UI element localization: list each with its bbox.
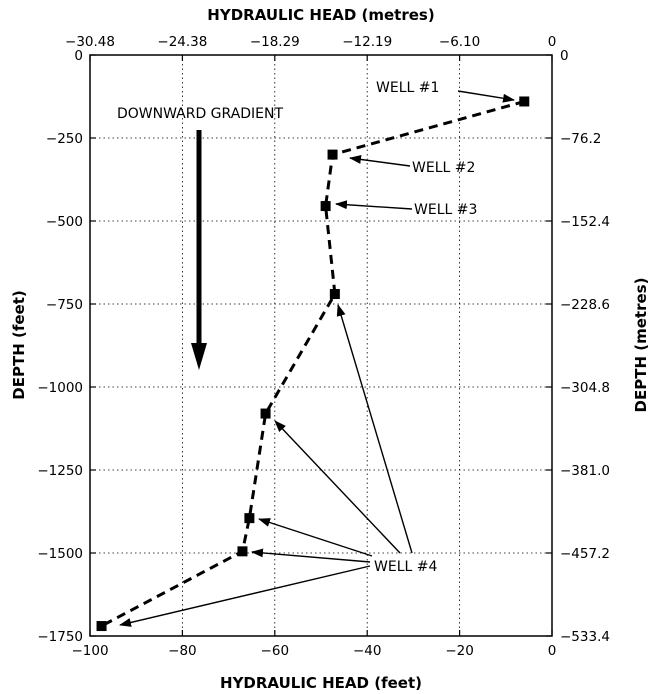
well4-label: WELL #4	[374, 559, 437, 575]
left-axis-title: DEPTH (feet)	[10, 290, 28, 399]
grid-lines	[90, 55, 552, 636]
right-axis-title: DEPTH (metres)	[632, 278, 650, 413]
top-tick-label: −30.48	[65, 34, 115, 50]
well2-arrow	[349, 154, 411, 167]
well2-label: WELL #2	[412, 160, 475, 176]
right-tick-label: −457.2	[560, 546, 610, 562]
gradient-label: DOWNWARD GRADIENT	[117, 106, 284, 122]
gradient-arrow-head	[191, 343, 207, 370]
data-point	[327, 149, 338, 160]
well4-arrow-1080ft	[274, 420, 401, 554]
left-tick-label: −750	[46, 297, 83, 313]
data-point	[260, 408, 271, 419]
right-tick-label: −228.6	[560, 297, 610, 313]
well4-arrow-1395ft	[258, 518, 373, 557]
data-point	[329, 289, 340, 300]
data-point	[96, 621, 107, 632]
top-tick-label: −18.29	[250, 34, 300, 50]
axis-ticks: −100 −80 −60 −40 −20 0−30.48 −24.38 −18.29 −12.1…	[37, 34, 610, 659]
well1-arrow	[457, 90, 515, 103]
bottom-tick-label: −40	[353, 643, 382, 659]
data-point	[320, 201, 331, 212]
annotations: DOWNWARD GRADIENT WELL #1 WELL #2 WELL #…	[117, 80, 515, 627]
data-point	[244, 513, 255, 524]
well1-label: WELL #1	[376, 80, 439, 96]
well3-arrow	[335, 200, 413, 210]
series-line	[100, 100, 525, 628]
left-tick-label: −500	[46, 214, 83, 230]
right-tick-label: −152.4	[560, 214, 610, 230]
top-tick-label: −24.38	[157, 34, 207, 50]
bottom-tick-label: −100	[71, 643, 108, 659]
data-point	[519, 96, 530, 107]
right-tick-label: −76.2	[560, 131, 601, 147]
right-tick-label: 0	[560, 48, 569, 64]
left-tick-label: −1500	[37, 546, 83, 562]
left-tick-label: −250	[46, 131, 83, 147]
right-tick-label: −381.0	[560, 463, 610, 479]
bottom-tick-label: −20	[445, 643, 474, 659]
bottom-tick-label: −80	[168, 643, 197, 659]
well4-arrow-1720ft	[119, 565, 371, 627]
plot-frame	[89, 54, 553, 637]
top-axis-title: HYDRAULIC HEAD (metres)	[207, 6, 434, 24]
right-tick-label: −533.4	[560, 629, 610, 645]
well3-label: WELL #3	[414, 202, 477, 218]
left-tick-label: 0	[74, 48, 83, 64]
top-tick-label: 0	[548, 34, 557, 50]
left-tick-label: −1000	[37, 380, 83, 396]
right-tick-label: −304.8	[560, 380, 610, 396]
left-tick-label: −1250	[37, 463, 83, 479]
data-series	[96, 96, 530, 632]
bottom-tick-label: −60	[261, 643, 290, 659]
left-tick-label: −1750	[37, 629, 83, 645]
data-point	[237, 546, 248, 557]
bottom-tick-label: 0	[548, 643, 557, 659]
top-tick-label: −12.19	[342, 34, 392, 50]
bottom-axis-title: HYDRAULIC HEAD (feet)	[220, 674, 422, 692]
well4-arrow-720ft	[336, 304, 413, 554]
top-tick-label: −6.10	[439, 34, 480, 50]
well4-arrow-1495ft	[251, 548, 371, 563]
